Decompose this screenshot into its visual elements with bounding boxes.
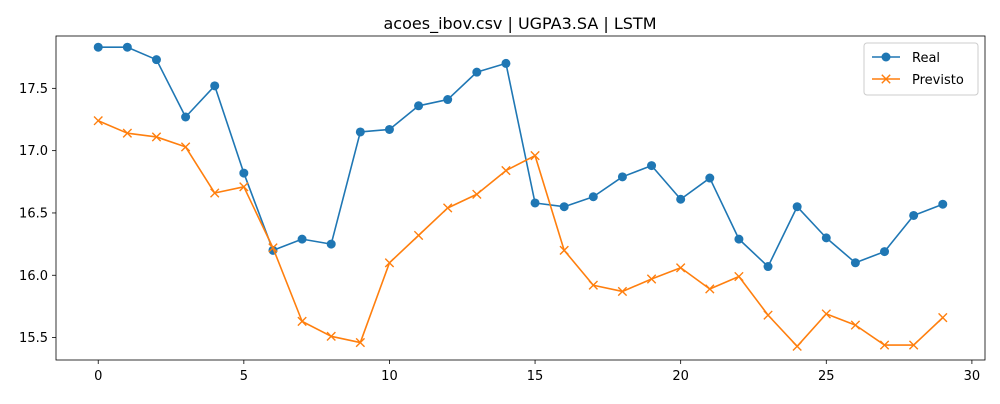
y-tick-label: 17.5 (19, 82, 48, 97)
data-point (239, 168, 249, 178)
data-point (792, 202, 802, 212)
data-point (180, 142, 191, 152)
data-point (122, 42, 132, 52)
data-point (559, 202, 569, 212)
data-point (93, 116, 103, 126)
y-tick-label: 15.5 (19, 331, 48, 346)
data-point (763, 262, 773, 272)
y-axis: 15.5 16.0 16.5 17.0 17.5 (19, 82, 56, 346)
data-point (850, 258, 860, 268)
data-point (210, 188, 220, 198)
data-point (705, 284, 715, 294)
data-point (909, 210, 919, 220)
data-point (384, 124, 394, 134)
data-point (93, 42, 103, 52)
plot-area (55, 35, 986, 361)
data-point (326, 239, 336, 249)
data-point (647, 161, 657, 171)
data-point (122, 128, 133, 138)
data-point (850, 320, 861, 330)
data-point (617, 172, 627, 182)
x-tick-label: 10 (381, 369, 398, 384)
data-point (326, 331, 336, 342)
data-point (588, 192, 598, 202)
data-point (472, 67, 482, 77)
data-point (734, 271, 744, 282)
legend-label: Previsto (912, 73, 964, 88)
legend-item-real: Real (872, 51, 940, 66)
data-point (501, 165, 511, 176)
data-point (821, 233, 831, 243)
x-tick-label: 0 (94, 369, 102, 384)
x-axis: 0 5 10 15 20 25 30 (94, 360, 980, 384)
y-tick-label: 17.0 (19, 144, 48, 159)
chart-title: acoes_ibov.csv | UGPA3.SA | LSTM (384, 14, 657, 34)
legend-item-previsto: Previsto (872, 73, 964, 88)
data-point (297, 234, 307, 244)
data-point (442, 203, 453, 213)
data-point (938, 312, 948, 323)
data-point (617, 286, 628, 297)
data-point (908, 340, 919, 350)
x-tick-label: 30 (964, 369, 981, 384)
data-point (268, 243, 278, 253)
data-point (763, 310, 773, 320)
plot-frame (55, 35, 986, 361)
legend-label: Real (912, 51, 940, 66)
x-tick-label: 5 (240, 369, 248, 384)
data-point (239, 182, 249, 192)
y-tick-label: 16.5 (19, 206, 48, 221)
series-real (93, 42, 948, 272)
data-point (151, 132, 162, 142)
legend-marker (881, 52, 891, 62)
data-point (676, 194, 686, 204)
data-point (384, 258, 395, 268)
data-point (530, 198, 540, 208)
legend-box (863, 42, 979, 96)
data-point (792, 341, 802, 351)
data-point (210, 81, 220, 91)
y-tick-label: 16.0 (19, 269, 48, 284)
data-point (559, 245, 569, 256)
data-point (443, 95, 453, 105)
data-point (297, 316, 307, 327)
data-point (938, 199, 948, 209)
data-point (355, 127, 365, 137)
legend-marker (881, 74, 891, 84)
data-point (821, 309, 831, 319)
series-line-previsto (97, 120, 944, 348)
data-point (880, 247, 890, 257)
series-line-real (98, 46, 944, 268)
x-tick-label: 20 (672, 369, 689, 384)
data-point (530, 150, 540, 161)
data-point (414, 101, 424, 111)
data-point (355, 337, 366, 348)
data-point (588, 280, 599, 290)
data-point (646, 274, 657, 284)
series-previsto (93, 116, 948, 351)
data-point (879, 340, 890, 350)
data-point (734, 234, 744, 244)
data-point (705, 173, 715, 183)
data-point (675, 263, 686, 273)
x-tick-label: 25 (818, 369, 835, 384)
data-point (151, 55, 161, 65)
data-point (472, 189, 482, 199)
x-tick-label: 15 (527, 369, 544, 384)
data-point (413, 230, 424, 241)
legend: Real Previsto (863, 42, 979, 96)
data-point (501, 58, 511, 68)
data-point (181, 112, 191, 122)
